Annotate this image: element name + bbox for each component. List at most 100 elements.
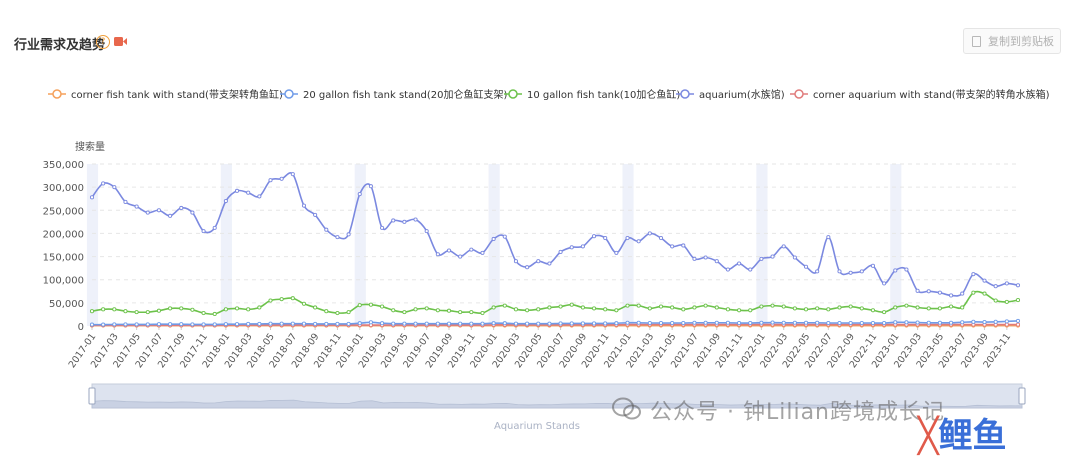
data-point <box>391 218 396 223</box>
data-point <box>469 310 474 315</box>
data-point <box>190 307 195 312</box>
help-icon[interactable]: ? <box>96 35 110 49</box>
data-point <box>993 284 998 289</box>
data-point <box>413 321 418 326</box>
data-point <box>603 321 608 326</box>
data-point <box>413 217 418 222</box>
data-point <box>781 244 786 249</box>
data-point <box>268 178 273 183</box>
data-point <box>335 235 340 240</box>
data-point <box>391 308 396 313</box>
data-point <box>647 306 652 311</box>
data-point <box>748 267 753 272</box>
data-point <box>870 263 876 268</box>
data-point <box>714 259 719 264</box>
data-point <box>335 321 340 326</box>
data-point <box>1004 281 1009 286</box>
data-point <box>368 320 373 325</box>
data-point <box>223 322 228 327</box>
data-point <box>971 290 976 295</box>
data-point <box>748 320 753 326</box>
data-point <box>848 320 853 326</box>
data-point <box>558 304 563 309</box>
data-point <box>536 307 541 312</box>
data-point <box>770 254 775 259</box>
data-point <box>647 320 652 326</box>
data-point <box>313 321 318 326</box>
data-point <box>625 303 630 308</box>
data-point <box>580 305 585 310</box>
data-point <box>112 322 117 327</box>
data-point <box>547 261 552 266</box>
legend-marker-icon <box>680 89 690 99</box>
data-point <box>904 320 909 325</box>
data-point <box>134 322 139 327</box>
data-point <box>179 205 184 211</box>
data-point <box>870 320 876 326</box>
zoom-slider-handle[interactable] <box>1018 387 1026 405</box>
wechat-logo-icon <box>612 396 642 426</box>
zoom-slider-label: Aquarium Stands <box>494 421 580 432</box>
data-point <box>569 245 574 250</box>
data-point <box>614 308 619 313</box>
y-tick-label: 350,000 <box>43 160 84 171</box>
data-point <box>513 307 519 312</box>
data-point <box>491 236 496 242</box>
data-point <box>290 296 295 301</box>
y-tick-label: 300,000 <box>43 183 84 194</box>
data-point <box>1004 319 1009 324</box>
data-point <box>614 250 619 255</box>
data-point <box>324 321 329 326</box>
data-point <box>960 305 965 310</box>
data-point <box>692 320 697 325</box>
data-point <box>882 310 887 315</box>
data-point <box>424 306 429 311</box>
data-point <box>993 319 998 324</box>
data-point <box>480 250 485 255</box>
data-point <box>1015 283 1021 288</box>
data-point <box>179 306 184 311</box>
data-point <box>859 320 864 326</box>
data-point <box>703 255 708 260</box>
legend-label: corner fish tank with stand(带支架转角鱼缸) <box>71 88 283 101</box>
data-point <box>223 198 228 204</box>
data-point <box>591 321 597 326</box>
data-point <box>502 321 507 326</box>
data-point <box>168 213 173 218</box>
data-point <box>803 264 809 269</box>
data-point <box>123 199 128 205</box>
data-point <box>949 304 954 309</box>
copy-to-clipboard-button[interactable]: 复制到剪贴板 <box>963 28 1061 54</box>
data-point <box>257 194 262 199</box>
data-point <box>993 298 998 303</box>
data-point <box>402 219 407 224</box>
data-point <box>748 308 753 313</box>
data-point <box>714 320 719 325</box>
data-point <box>658 236 664 241</box>
data-point <box>112 307 117 312</box>
data-point <box>926 289 931 294</box>
data-point <box>290 172 295 177</box>
data-point <box>670 244 675 249</box>
data-point <box>580 321 585 326</box>
data-point <box>513 321 519 326</box>
data-point <box>937 320 942 325</box>
year-highlight-band <box>354 164 366 326</box>
data-point <box>580 244 585 249</box>
zoom-slider-handle[interactable] <box>88 387 96 405</box>
y-axis-label: 搜索量 <box>75 140 105 153</box>
data-point <box>145 322 150 327</box>
data-point <box>145 210 150 215</box>
year-highlight-band <box>756 164 768 326</box>
legend-marker-icon <box>508 89 518 99</box>
data-point <box>424 229 429 234</box>
data-point <box>502 303 507 308</box>
data-point <box>435 252 440 257</box>
data-point <box>357 192 362 197</box>
data-point <box>937 306 942 311</box>
data-point <box>837 320 842 326</box>
legend-label: corner aquarium with stand(带支架的转角水族箱) <box>813 88 1050 101</box>
legend-marker-icon <box>794 89 804 99</box>
video-icon[interactable] <box>114 37 127 46</box>
